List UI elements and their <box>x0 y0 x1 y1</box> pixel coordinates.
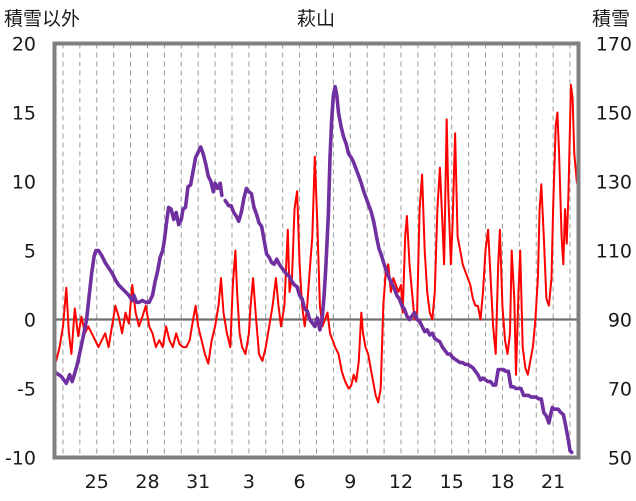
right-tick-label: 150 <box>596 103 632 125</box>
x-axis-ticks: 25 28 31 3 6 9 12 15 18 21 <box>85 471 566 493</box>
right-tick-label: 170 <box>596 34 632 56</box>
left-axis-title: 積雪以外 <box>4 8 80 30</box>
plot-frame <box>52 41 581 460</box>
x-tick-label: 15 <box>440 471 464 493</box>
left-tick-label: -5 <box>17 379 36 401</box>
x-tick-label: 28 <box>135 471 159 493</box>
right-axis-title: 積雪 <box>592 8 630 30</box>
right-tick-label: 70 <box>608 379 632 401</box>
x-tick-label: 9 <box>344 471 356 493</box>
snow-depth-line <box>223 84 574 455</box>
x-tick-label: 3 <box>243 471 255 493</box>
right-tick-label: 110 <box>596 241 632 263</box>
left-tick-label: -10 <box>5 448 36 470</box>
right-tick-label: 130 <box>596 172 632 194</box>
x-tick-label: 18 <box>490 471 514 493</box>
left-tick-label: 5 <box>24 241 36 263</box>
x-tick-label: 6 <box>294 471 306 493</box>
right-tick-label: 90 <box>608 310 632 332</box>
left-axis-ticks: 20 15 10 5 0 -5 -10 <box>5 34 36 470</box>
x-tick-label: 25 <box>85 471 109 493</box>
x-tick-label: 12 <box>389 471 413 493</box>
snow-depth-line <box>54 145 224 386</box>
non-snow-line <box>55 83 580 404</box>
chart-title: 萩山 <box>297 8 335 30</box>
left-tick-label: 20 <box>12 34 36 56</box>
x-tick-label: 31 <box>186 471 210 493</box>
right-axis-ticks: 170 150 130 110 90 70 50 <box>596 34 632 470</box>
left-tick-label: 0 <box>24 310 36 332</box>
vertical-gridlines <box>62 43 571 458</box>
series-layer <box>54 83 580 455</box>
right-tick-label: 50 <box>608 448 632 470</box>
left-tick-label: 15 <box>12 103 36 125</box>
x-tick-label: 21 <box>541 471 565 493</box>
left-tick-label: 10 <box>12 172 36 194</box>
